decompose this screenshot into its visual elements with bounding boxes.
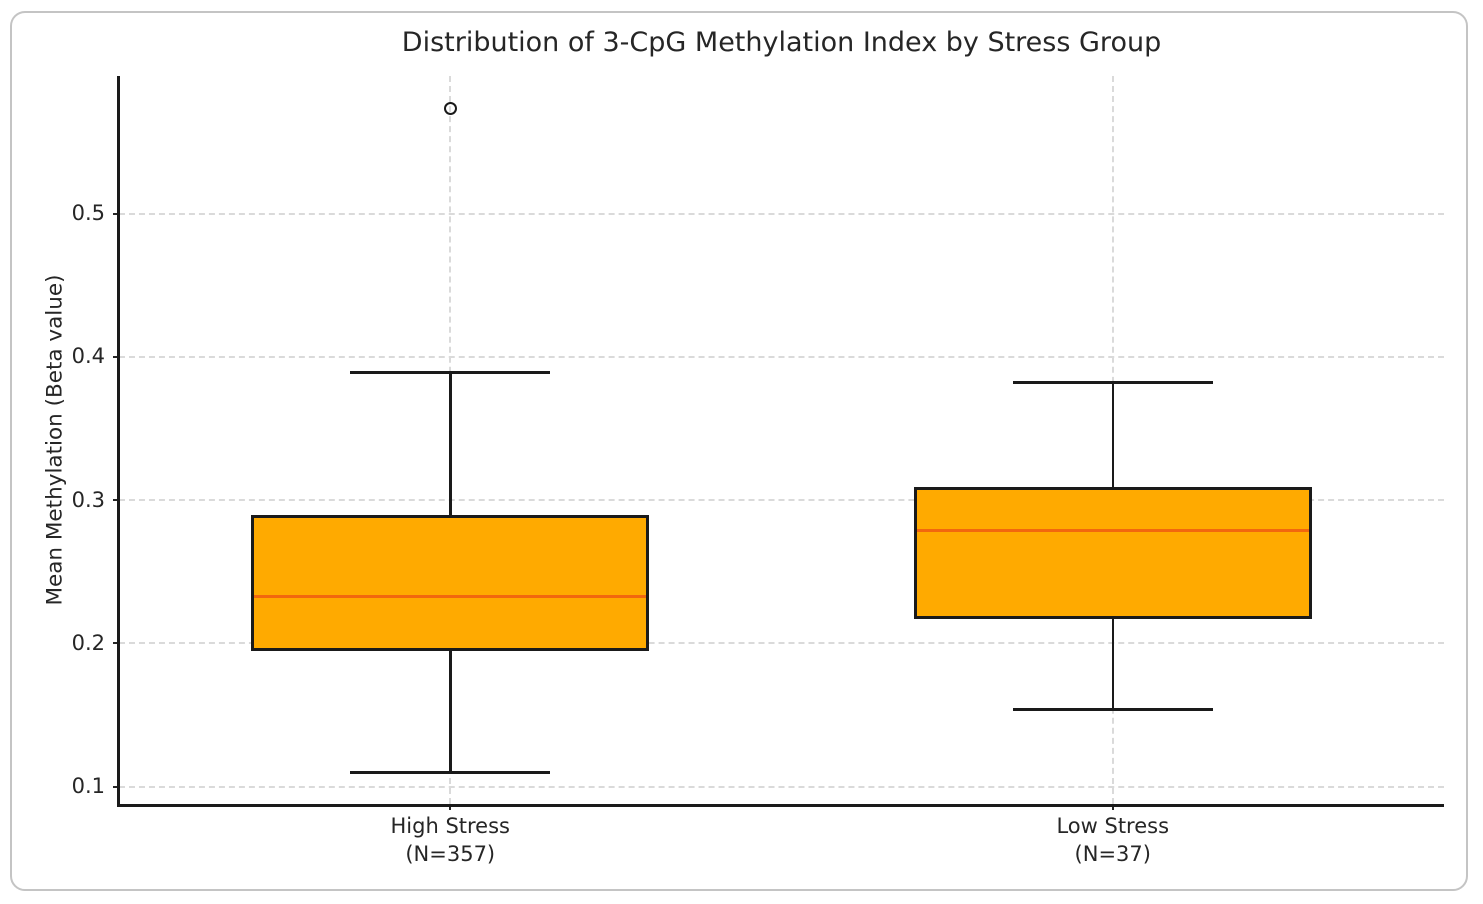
y-tick-label: 0.3 bbox=[71, 487, 105, 512]
lower-whisker-stem bbox=[1111, 619, 1114, 710]
outlier-point bbox=[443, 102, 457, 116]
x-axis-spine bbox=[117, 804, 1444, 807]
y-gridline bbox=[119, 642, 1444, 645]
x-tick-mark bbox=[449, 804, 452, 810]
lower-whisker-stem bbox=[449, 650, 452, 773]
y-axis-label: Mean Methylation (Beta value) bbox=[42, 274, 68, 606]
y-tick-label: 0.5 bbox=[71, 201, 105, 226]
x-tick-mark bbox=[1111, 804, 1114, 810]
y-tick-mark bbox=[113, 785, 119, 788]
upper-whisker-stem bbox=[1111, 382, 1114, 488]
chart-title: Distribution of 3-CpG Methylation Index … bbox=[401, 27, 1162, 58]
y-gridline bbox=[119, 499, 1444, 502]
lower-whisker-cap bbox=[350, 771, 551, 774]
upper-whisker-stem bbox=[449, 372, 452, 515]
median-line bbox=[254, 594, 647, 598]
y-tick-mark bbox=[113, 642, 119, 645]
y-tick-mark bbox=[113, 499, 119, 502]
y-axis-spine bbox=[117, 76, 120, 806]
y-gridline bbox=[119, 785, 1444, 788]
x-category-label-name: Low Stress bbox=[1056, 814, 1170, 838]
y-tick-label: 0.2 bbox=[71, 630, 105, 655]
y-tick-mark bbox=[113, 355, 119, 358]
y-gridline bbox=[119, 355, 1444, 358]
y-gridline bbox=[119, 212, 1444, 215]
x-category-label: Low Stress (N=37) bbox=[1056, 812, 1169, 868]
median-line bbox=[916, 528, 1309, 532]
x-category-label: High Stress (N=357) bbox=[391, 812, 510, 868]
y-tick-label: 0.1 bbox=[71, 774, 105, 799]
lower-whisker-cap bbox=[1012, 708, 1213, 711]
x-category-label-count: (N=37) bbox=[1074, 842, 1151, 866]
iqr-box bbox=[913, 487, 1312, 620]
x-category-label-count: (N=357) bbox=[405, 842, 496, 866]
y-tick-label: 0.4 bbox=[71, 344, 105, 369]
x-category-label-name: High Stress bbox=[390, 814, 510, 838]
upper-whisker-cap bbox=[1012, 381, 1213, 384]
iqr-box bbox=[251, 514, 650, 651]
screenshot-rounded-border bbox=[10, 11, 1468, 891]
upper-whisker-cap bbox=[350, 371, 551, 374]
y-tick-mark bbox=[113, 212, 119, 215]
